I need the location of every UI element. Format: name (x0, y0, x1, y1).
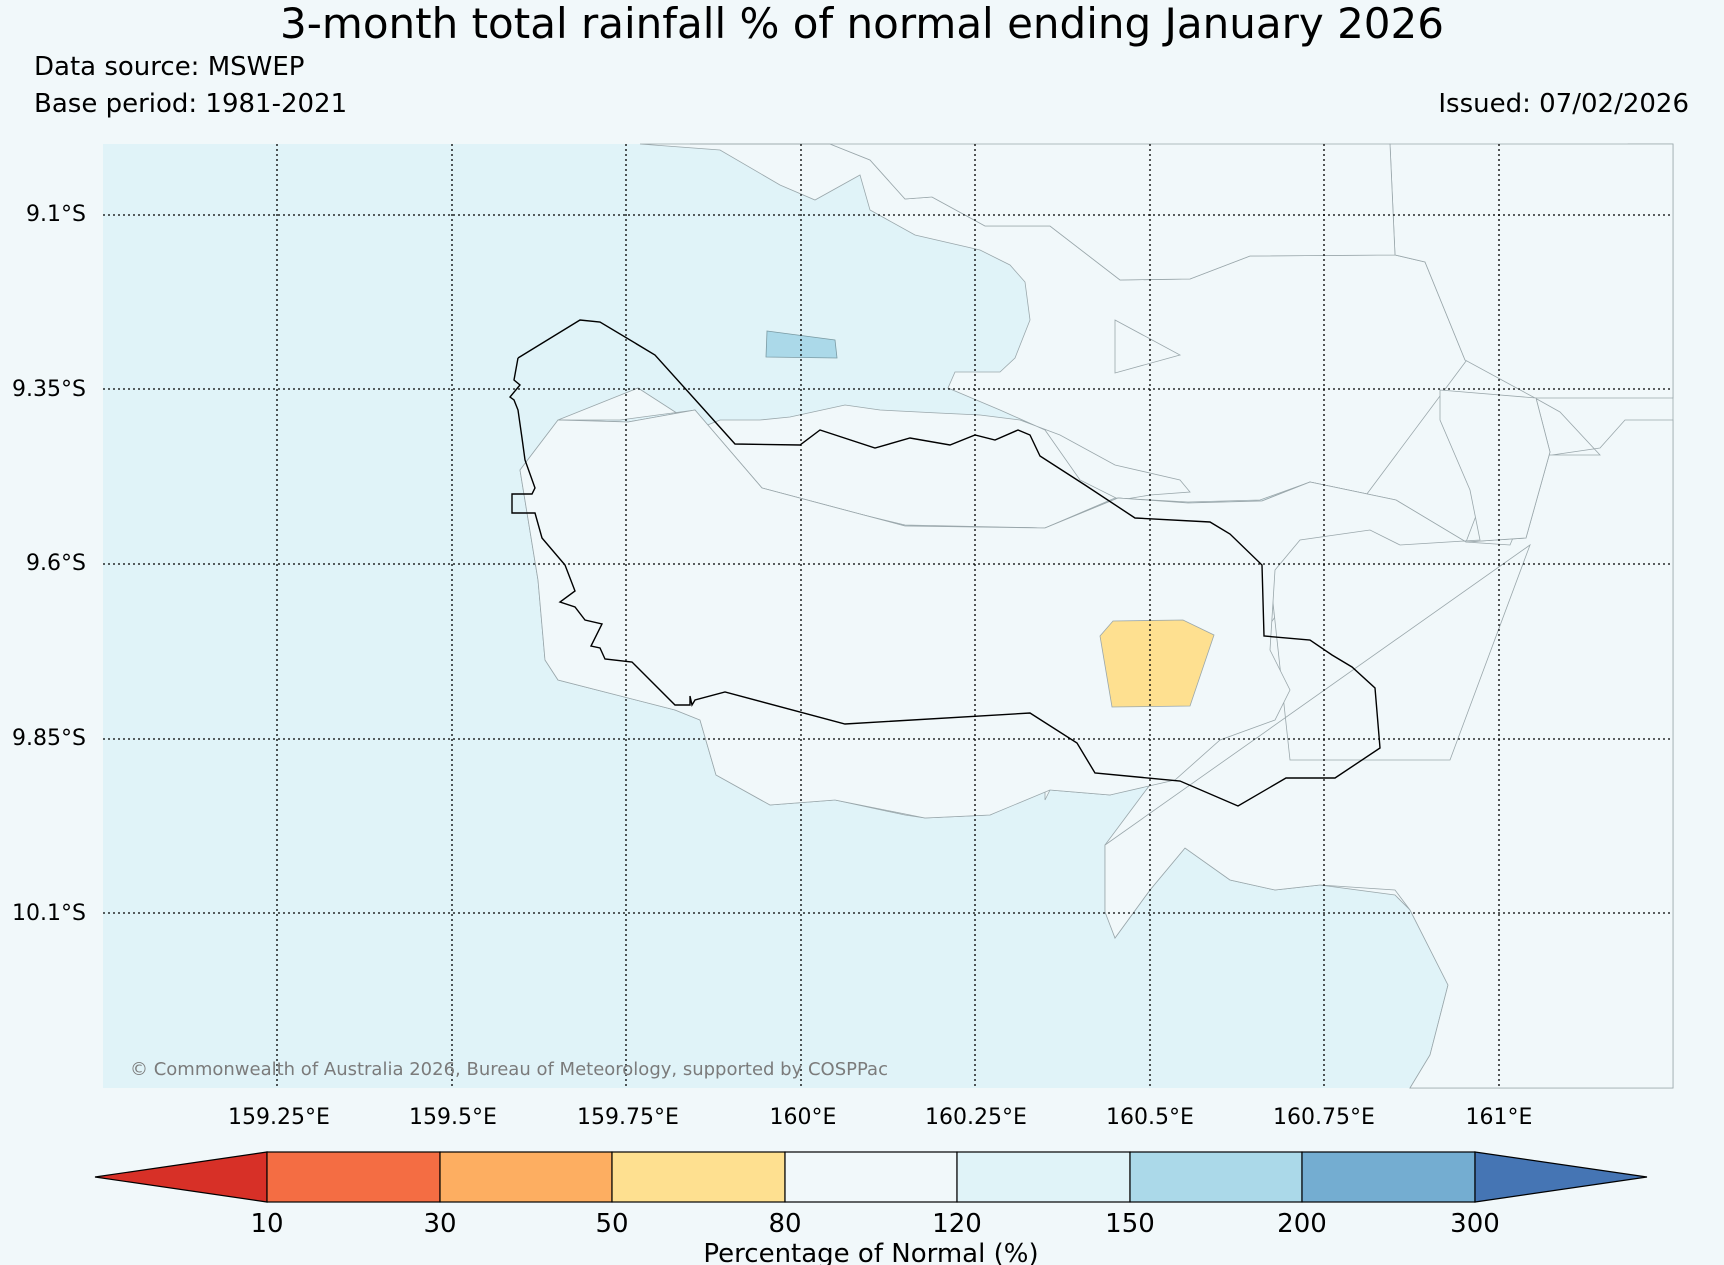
lon-label: 160.25°E (925, 1105, 1027, 1130)
coastlines (508, 319, 1381, 807)
copyright-notice: © Commonwealth of Australia 2026, Bureau… (130, 1059, 888, 1080)
colorbar-tick: 120 (932, 1209, 982, 1239)
colorbar-tick: 50 (595, 1209, 628, 1239)
colorbar-tick: 80 (768, 1209, 801, 1239)
lon-label: 160°E (770, 1105, 837, 1130)
colorbar-segment-30-50 (439, 1151, 613, 1203)
gridlines (103, 144, 1673, 1088)
longitude-labels: 159.25°E 159.5°E 159.75°E 160°E 160.25°E… (228, 1105, 1532, 1130)
contour-region-50-80 (1099, 619, 1215, 708)
issued-date-label: Issued: 07/02/2026 (1438, 89, 1689, 119)
lon-label: 160.5°E (1106, 1105, 1194, 1130)
contour-region-80-120-center (519, 389, 1551, 819)
colorbar-tick: 30 (423, 1209, 456, 1239)
colorbar-tick: 200 (1277, 1209, 1327, 1239)
colorbar-tick: 150 (1105, 1209, 1155, 1239)
colorbar-extend-low (94, 1151, 268, 1203)
colorbar-tick: 10 (250, 1209, 283, 1239)
colorbar-tick: 300 (1450, 1209, 1500, 1239)
contour-region-80-120-patch (1114, 319, 1182, 374)
lat-label: 9.6°S (26, 551, 86, 576)
colorbar-segment-200-300 (1301, 1151, 1476, 1203)
contour-region-80-120-north (690, 143, 1396, 281)
contour-region-80-120-northeast (1389, 143, 1674, 399)
colorbar-extend-high (1474, 1151, 1648, 1203)
map-title: 3-month total rainfall % of normal endin… (280, 0, 1444, 48)
colorbar-ticks: 10 30 50 80 120 150 200 300 (250, 1209, 1499, 1239)
colorbar-segment-80-120 (784, 1151, 958, 1203)
lon-label: 159.75°E (577, 1105, 679, 1130)
colorbar-label: Percentage of Normal (%) (703, 1239, 1038, 1265)
lon-label: 161°E (1466, 1105, 1533, 1130)
colorbar (94, 1151, 1648, 1203)
colorbar-segment-50-80 (611, 1151, 786, 1203)
lat-label: 9.85°S (12, 726, 86, 751)
latitude-labels: 9.1°S 9.35°S 9.6°S 9.85°S 10.1°S (12, 202, 86, 926)
lon-label: 159.5°E (409, 1105, 497, 1130)
lat-label: 9.1°S (26, 202, 86, 227)
coastline-central-island (508, 319, 1381, 807)
lon-label: 159.25°E (228, 1105, 330, 1130)
colorbar-segment-120-150 (956, 1151, 1131, 1203)
colorbar-segment-10-30 (266, 1151, 441, 1203)
lat-label: 9.35°S (12, 377, 86, 402)
map-panel: © Commonwealth of Australia 2026, Bureau… (103, 143, 1674, 1089)
lon-label: 160.75°E (1273, 1105, 1375, 1130)
data-source-label: Data source: MSWEP (34, 52, 304, 82)
colorbar-segment-150-200 (1129, 1151, 1303, 1203)
lat-label: 10.1°S (12, 901, 86, 926)
base-period-label: Base period: 1981-2021 (34, 89, 347, 119)
